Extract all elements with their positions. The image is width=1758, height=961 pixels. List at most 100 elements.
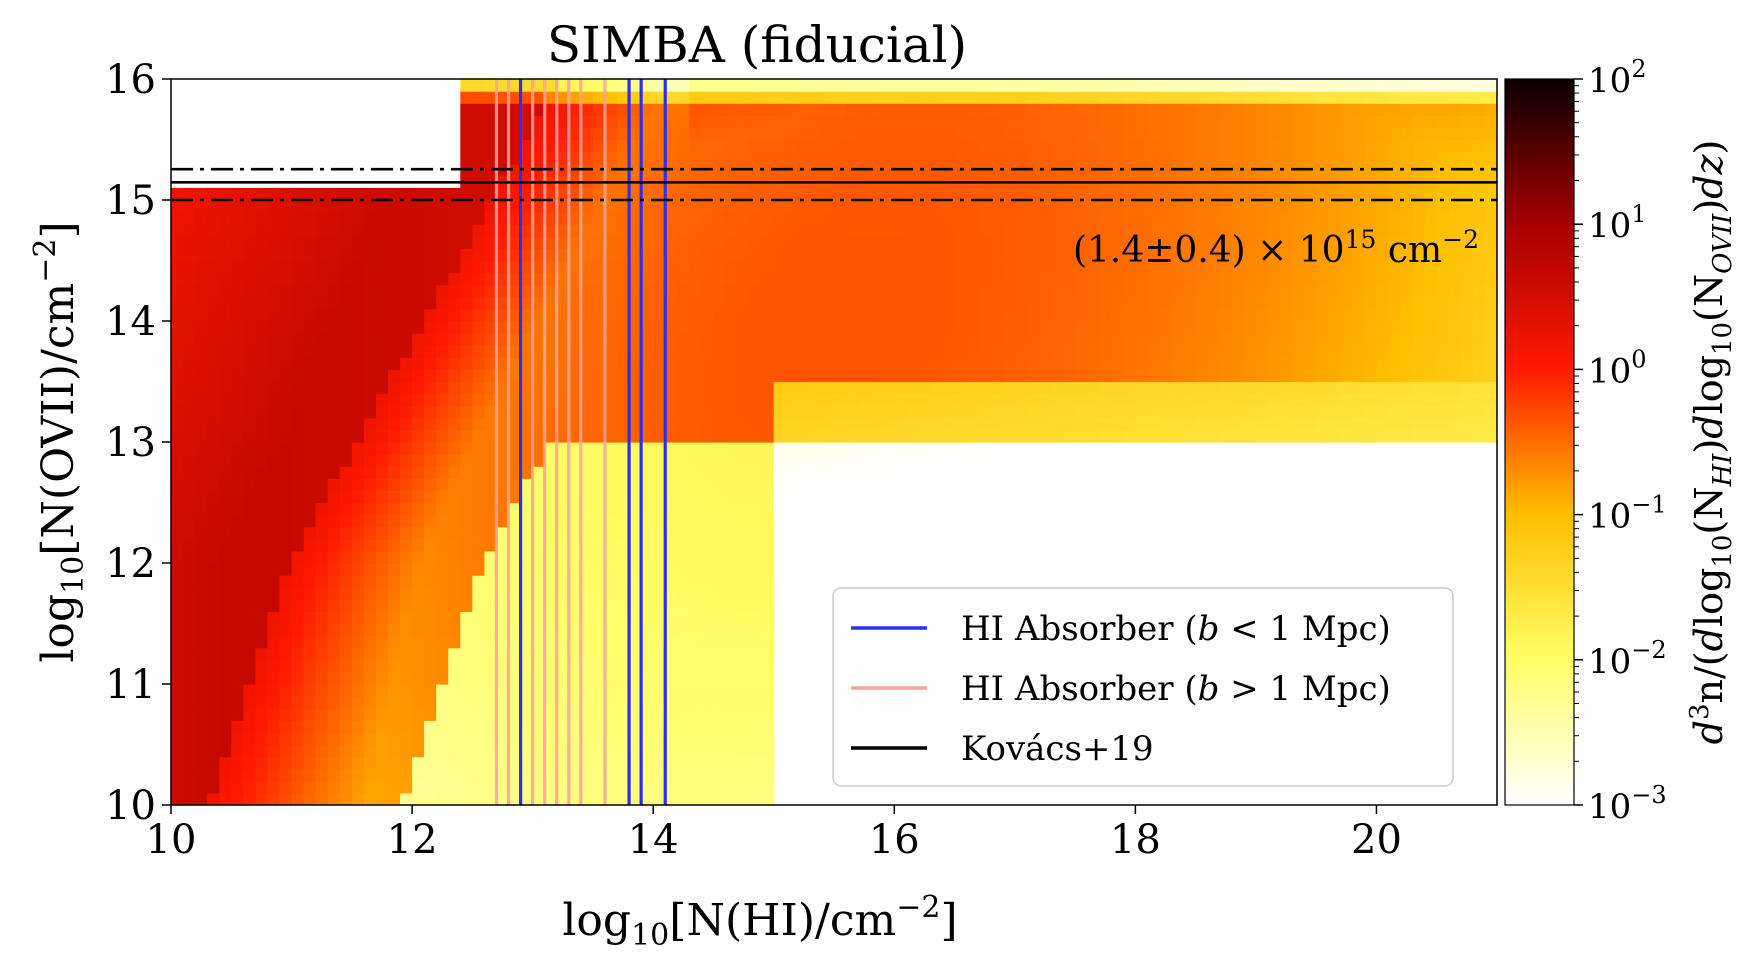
heatmap-cell bbox=[749, 708, 763, 721]
heatmap-cell bbox=[785, 490, 799, 504]
heatmap-cell bbox=[1400, 151, 1414, 165]
heatmap-cell bbox=[1472, 405, 1486, 419]
heatmap-cell bbox=[1364, 163, 1378, 177]
heatmap-cell bbox=[1002, 393, 1016, 407]
heatmap-cell bbox=[291, 478, 305, 491]
heatmap-cell bbox=[219, 369, 232, 383]
heatmap-cell bbox=[1123, 91, 1136, 104]
heatmap-cell bbox=[556, 563, 570, 576]
heatmap-cell bbox=[556, 79, 570, 92]
heatmap-cell bbox=[556, 575, 570, 588]
heatmap-cell bbox=[183, 623, 196, 637]
heatmap-cell bbox=[1207, 224, 1221, 237]
heatmap-cell bbox=[942, 224, 956, 237]
heatmap-cell bbox=[400, 308, 413, 322]
heatmap-cell bbox=[942, 272, 956, 286]
heatmap-cell bbox=[1352, 91, 1365, 104]
heatmap-cell bbox=[351, 526, 365, 540]
heatmap-cell bbox=[484, 587, 498, 600]
heatmap-cell bbox=[858, 369, 871, 383]
heatmap-cell bbox=[1159, 127, 1173, 141]
heatmap-cell bbox=[761, 708, 775, 721]
heatmap-cell bbox=[918, 333, 932, 346]
heatmap-cell bbox=[641, 478, 654, 491]
heatmap-cell bbox=[665, 417, 678, 431]
heatmap-cell bbox=[617, 405, 630, 419]
heatmap-cell bbox=[279, 296, 293, 310]
heatmap-cell bbox=[412, 502, 425, 516]
heatmap-cell bbox=[267, 599, 281, 612]
heatmap-cell bbox=[448, 768, 461, 782]
heatmap-cell bbox=[725, 91, 739, 104]
heatmap-cell bbox=[532, 357, 546, 370]
heatmap-cell bbox=[737, 417, 751, 431]
heatmap-cell bbox=[424, 321, 437, 334]
heatmap-cell bbox=[677, 768, 690, 782]
heatmap-cell bbox=[472, 744, 486, 758]
heatmap-cell bbox=[1400, 115, 1414, 128]
heatmap-cell bbox=[1328, 284, 1341, 298]
heatmap-cell bbox=[231, 756, 244, 770]
heatmap-cell bbox=[990, 79, 1004, 92]
heatmap-cell bbox=[834, 417, 847, 431]
heatmap-cell bbox=[665, 514, 678, 528]
heatmap-cell bbox=[617, 151, 630, 165]
heatmap-cell bbox=[1171, 187, 1185, 201]
heatmap-cell bbox=[858, 236, 871, 249]
heatmap-cell bbox=[291, 623, 305, 637]
heatmap-cell bbox=[243, 393, 256, 407]
heatmap-cell bbox=[653, 708, 666, 721]
heatmap-cell bbox=[990, 248, 1004, 262]
heatmap-cell bbox=[484, 647, 498, 661]
heatmap-cell bbox=[1424, 333, 1438, 346]
heatmap-cell bbox=[978, 321, 992, 334]
heatmap-cell bbox=[1412, 151, 1426, 165]
heatmap-cell bbox=[978, 429, 992, 443]
heatmap-cell bbox=[821, 333, 835, 346]
heatmap-cell bbox=[629, 599, 642, 612]
heatmap-cell bbox=[460, 466, 473, 479]
heatmap-cell bbox=[882, 321, 895, 334]
heatmap-cell bbox=[195, 623, 208, 637]
heatmap-cell bbox=[472, 659, 486, 673]
heatmap-cell bbox=[1448, 272, 1462, 286]
heatmap-cell bbox=[725, 139, 739, 153]
heatmap-cell bbox=[604, 684, 618, 697]
heatmap-cell bbox=[387, 357, 401, 370]
heatmap-cell bbox=[1002, 151, 1016, 165]
heatmap-cell bbox=[665, 308, 678, 322]
heatmap-cell bbox=[930, 369, 944, 383]
heatmap-cell bbox=[1388, 417, 1402, 431]
heatmap-cell bbox=[1376, 127, 1390, 141]
heatmap-cell bbox=[1159, 345, 1173, 358]
heatmap-cell bbox=[472, 563, 486, 576]
heatmap-cell bbox=[689, 393, 702, 407]
heatmap-cell bbox=[978, 405, 992, 419]
heatmap-cell bbox=[1050, 405, 1064, 419]
heatmap-cell bbox=[1171, 139, 1185, 153]
heatmap-cell bbox=[641, 163, 654, 177]
heatmap-cell bbox=[761, 720, 775, 733]
heatmap-cell bbox=[990, 115, 1004, 128]
heatmap-cell bbox=[1328, 308, 1341, 322]
heatmap-cell bbox=[231, 333, 244, 346]
heatmap-cell bbox=[508, 321, 522, 334]
heatmap-cell bbox=[1087, 321, 1100, 334]
heatmap-cell bbox=[412, 720, 425, 733]
heatmap-cell bbox=[472, 115, 486, 128]
heatmap-cell bbox=[1328, 417, 1341, 431]
heatmap-cell bbox=[1424, 260, 1438, 274]
heatmap-cell bbox=[1135, 272, 1149, 286]
heatmap-cell bbox=[1014, 393, 1028, 407]
heatmap-cell bbox=[363, 647, 377, 661]
heatmap-cell bbox=[761, 91, 775, 104]
heatmap-cell bbox=[484, 454, 498, 467]
heatmap-cell bbox=[532, 744, 546, 758]
heatmap-cell bbox=[1111, 429, 1124, 443]
heatmap-cell bbox=[761, 393, 775, 407]
heatmap-cell bbox=[966, 151, 980, 165]
heatmap-cell bbox=[1484, 212, 1497, 225]
heatmap-cell bbox=[701, 792, 715, 805]
heatmap-cell bbox=[327, 187, 341, 201]
heatmap-cell bbox=[1075, 187, 1088, 201]
